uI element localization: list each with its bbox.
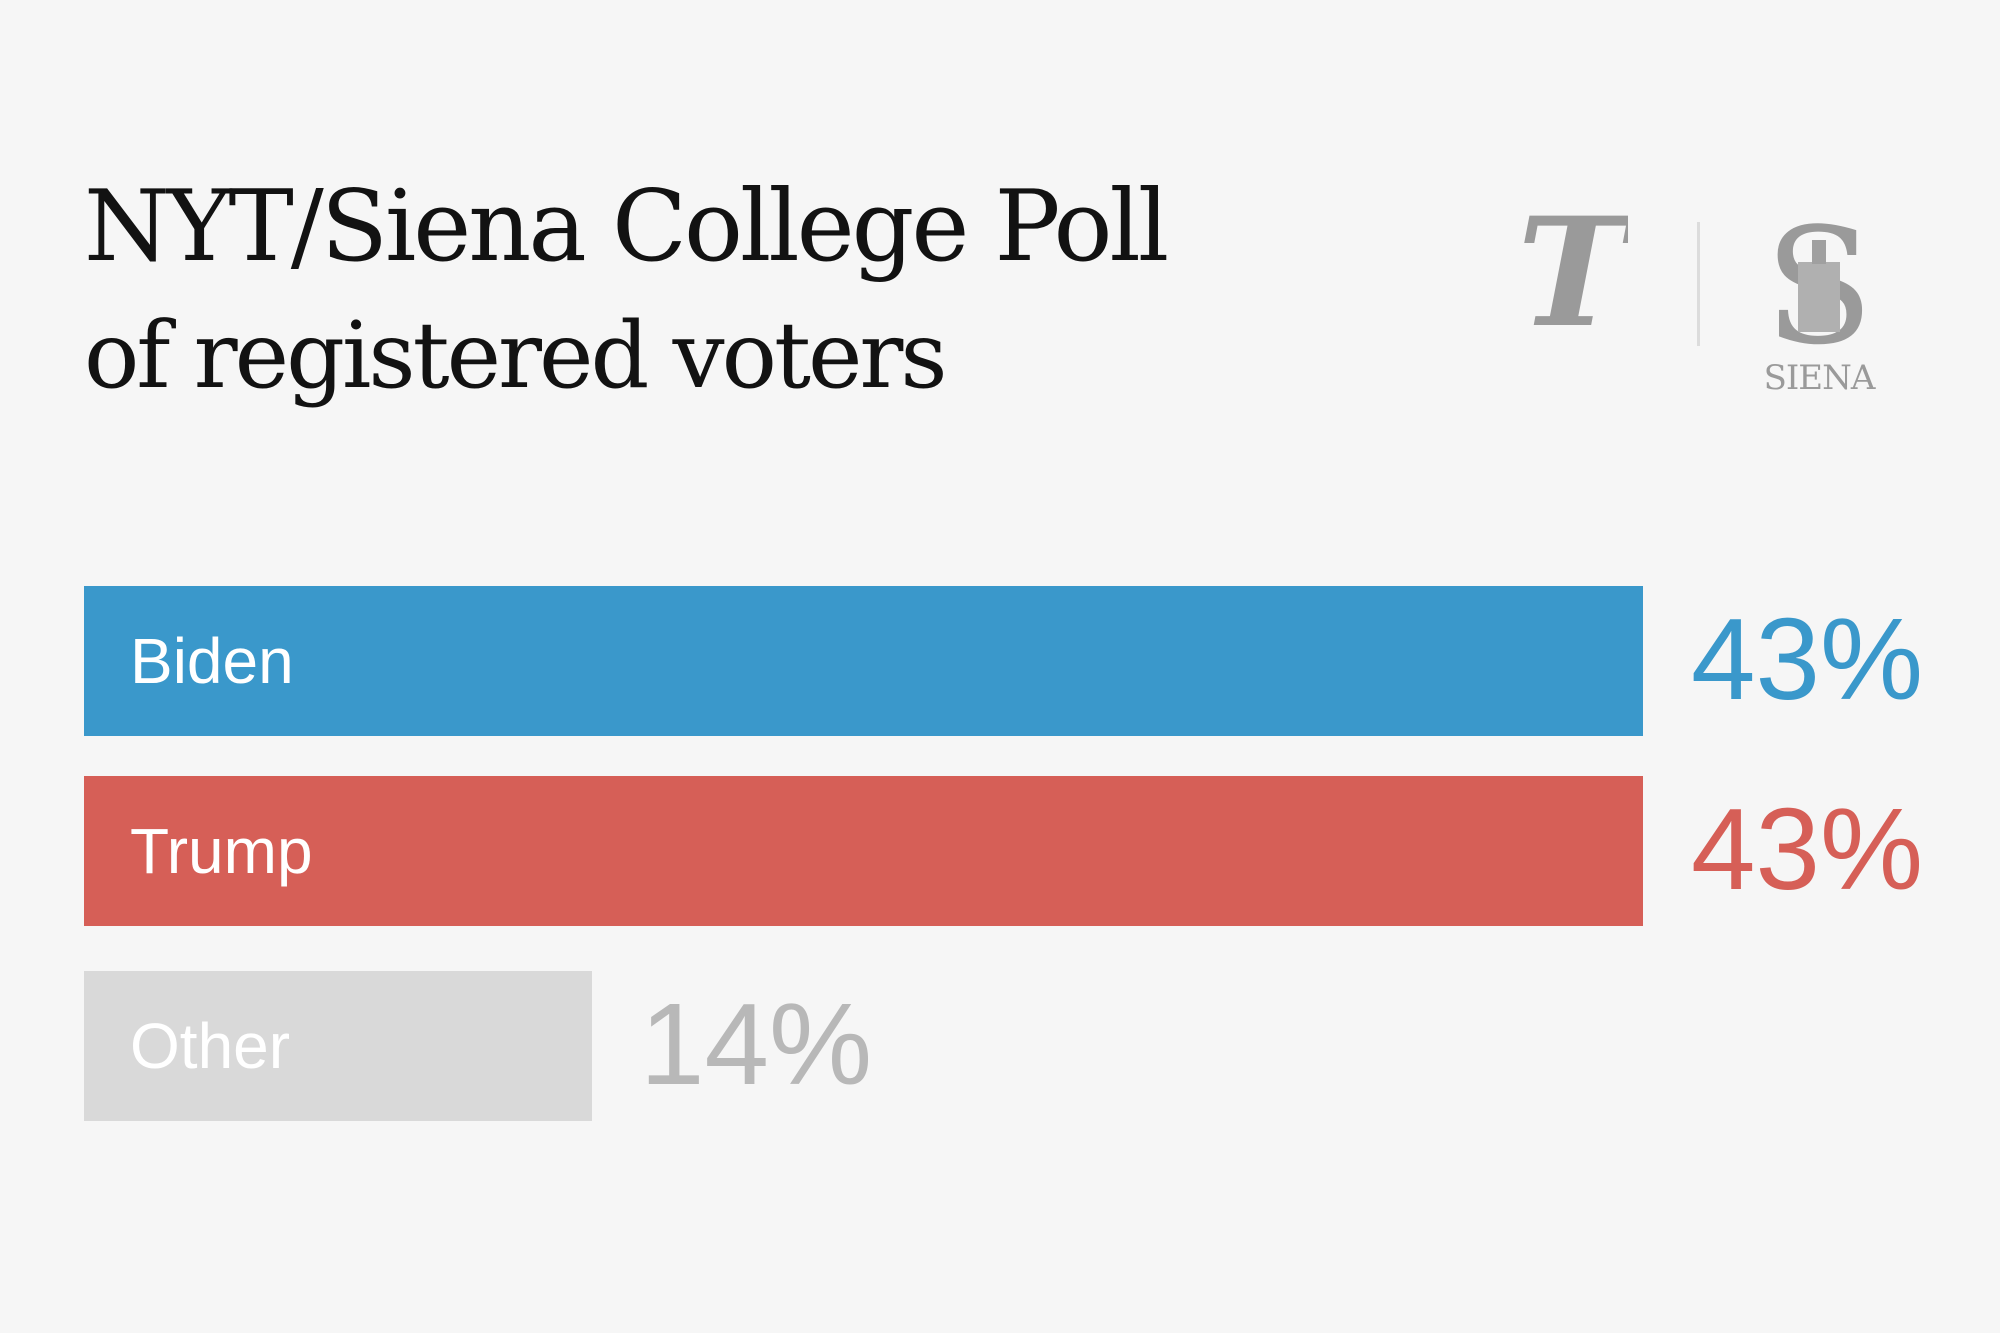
value-label-biden: 43% bbox=[1691, 594, 1924, 724]
value-label-trump: 43% bbox=[1691, 784, 1924, 914]
bar-biden: Biden bbox=[84, 586, 1643, 736]
siena-tower-top bbox=[1812, 240, 1826, 264]
bar-label-biden: Biden bbox=[130, 625, 294, 697]
bar-label-other: Other bbox=[130, 1010, 291, 1082]
nyt-logo-glyph: T bbox=[1518, 205, 1628, 355]
siena-logo-text: SIENA bbox=[1763, 358, 1876, 398]
chart-subtitle: of registered voters bbox=[84, 302, 948, 409]
logo-divider bbox=[1697, 222, 1700, 346]
nyt-t-logo-icon: T bbox=[1518, 205, 1628, 355]
siena-tower-shape bbox=[1798, 262, 1840, 332]
bar-label-trump: Trump bbox=[130, 815, 313, 887]
bar-other: Other bbox=[84, 971, 592, 1121]
siena-s-logo-icon: S bbox=[1764, 212, 1874, 362]
chart-title: NYT/Siena College Poll bbox=[84, 170, 1169, 284]
value-label-other: 14% bbox=[640, 979, 873, 1109]
bar-trump: Trump bbox=[84, 776, 1643, 926]
